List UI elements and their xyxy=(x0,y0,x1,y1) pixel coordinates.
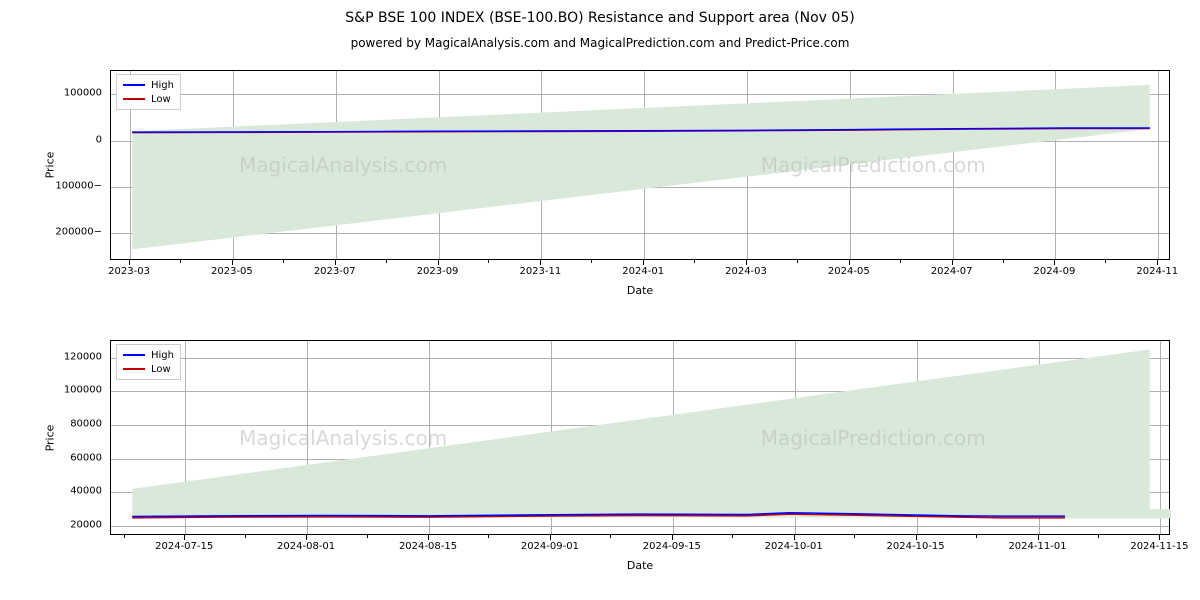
x-tick-mark xyxy=(1157,260,1158,265)
x-minor-tick xyxy=(591,260,592,263)
x-tick-label: 2024-09-15 xyxy=(643,541,701,552)
legend-line-icon xyxy=(123,98,145,100)
subplot-bottom xyxy=(110,340,1170,535)
x-tick-mark xyxy=(1054,260,1055,265)
x-minor-tick xyxy=(124,535,125,538)
x-tick-label: 2024-03 xyxy=(725,266,767,277)
x-tick-label: 2024-09 xyxy=(1034,266,1076,277)
legend-line-icon xyxy=(123,84,145,86)
x-tick-label: 2023-03 xyxy=(108,266,150,277)
x-tick-mark xyxy=(849,260,850,265)
x-tick-label: 2024-01 xyxy=(622,266,664,277)
projection-bar xyxy=(1065,509,1171,518)
x-tick-mark xyxy=(746,260,747,265)
x-tick-mark xyxy=(1159,535,1160,540)
x-minor-tick xyxy=(732,535,733,538)
x-tick-label: 2024-08-01 xyxy=(277,541,335,552)
x-tick-label: 2023-05 xyxy=(211,266,253,277)
x-tick-label: 2024-08-15 xyxy=(399,541,457,552)
x-tick-mark xyxy=(540,260,541,265)
x-tick-mark xyxy=(335,260,336,265)
x-tick-label: 2024-11 xyxy=(1136,266,1178,277)
sub-title: powered by MagicalAnalysis.com and Magic… xyxy=(0,36,1200,50)
x-axis-label-top: Date xyxy=(627,284,653,297)
x-tick-label: 2024-05 xyxy=(828,266,870,277)
x-tick-mark xyxy=(438,260,439,265)
x-minor-tick xyxy=(1003,260,1004,263)
x-minor-tick xyxy=(976,535,977,538)
subplot-top xyxy=(110,70,1170,260)
y-axis-label-bottom: Price xyxy=(44,424,57,451)
legend: High Low xyxy=(116,344,181,380)
x-tick-mark xyxy=(306,535,307,540)
x-minor-tick xyxy=(245,535,246,538)
x-minor-tick xyxy=(694,260,695,263)
x-tick-mark xyxy=(794,535,795,540)
legend-label: Low xyxy=(151,364,171,375)
legend-item: High xyxy=(123,348,174,362)
support-resistance-area xyxy=(132,85,1150,250)
x-tick-label: 2024-07 xyxy=(931,266,973,277)
x-minor-tick xyxy=(854,535,855,538)
plot-svg xyxy=(111,341,1171,536)
legend-label: High xyxy=(151,80,174,91)
x-tick-mark xyxy=(428,535,429,540)
x-tick-label: 2024-10-15 xyxy=(887,541,945,552)
x-tick-mark xyxy=(916,535,917,540)
x-minor-tick xyxy=(283,260,284,263)
x-minor-tick xyxy=(180,260,181,263)
x-tick-mark xyxy=(643,260,644,265)
x-minor-tick xyxy=(367,535,368,538)
x-tick-label: 2023-07 xyxy=(314,266,356,277)
legend-item: High xyxy=(123,78,174,92)
x-tick-label: 2023-09 xyxy=(417,266,459,277)
x-tick-label: 2024-10-01 xyxy=(765,541,823,552)
x-tick-mark xyxy=(232,260,233,265)
x-tick-label: 2024-07-15 xyxy=(155,541,213,552)
main-title: S&P BSE 100 INDEX (BSE-100.BO) Resistanc… xyxy=(0,10,1200,26)
x-tick-label: 2024-11-01 xyxy=(1008,541,1066,552)
legend-label: Low xyxy=(151,94,171,105)
x-tick-mark xyxy=(952,260,953,265)
x-tick-mark xyxy=(129,260,130,265)
x-minor-tick xyxy=(900,260,901,263)
x-tick-mark xyxy=(672,535,673,540)
x-minor-tick xyxy=(1098,535,1099,538)
plot-svg xyxy=(111,71,1171,261)
legend-line-icon xyxy=(123,368,145,370)
x-tick-mark xyxy=(550,535,551,540)
x-tick-label: 2023-11 xyxy=(519,266,561,277)
y-axis-label-top: Price xyxy=(44,152,57,179)
legend-item: Low xyxy=(123,92,174,106)
x-tick-mark xyxy=(184,535,185,540)
legend-label: High xyxy=(151,350,174,361)
x-tick-mark xyxy=(1038,535,1039,540)
x-minor-tick xyxy=(386,260,387,263)
x-minor-tick xyxy=(488,260,489,263)
figure: S&P BSE 100 INDEX (BSE-100.BO) Resistanc… xyxy=(0,0,1200,600)
legend: High Low xyxy=(116,74,181,110)
x-minor-tick xyxy=(610,535,611,538)
support-resistance-area xyxy=(132,349,1150,517)
x-minor-tick xyxy=(797,260,798,263)
legend-line-icon xyxy=(123,354,145,356)
legend-item: Low xyxy=(123,362,174,376)
x-minor-tick xyxy=(488,535,489,538)
x-minor-tick xyxy=(1105,260,1106,263)
x-tick-label: 2024-11-15 xyxy=(1130,541,1188,552)
x-tick-label: 2024-09-01 xyxy=(521,541,579,552)
x-axis-label-bottom: Date xyxy=(627,559,653,572)
